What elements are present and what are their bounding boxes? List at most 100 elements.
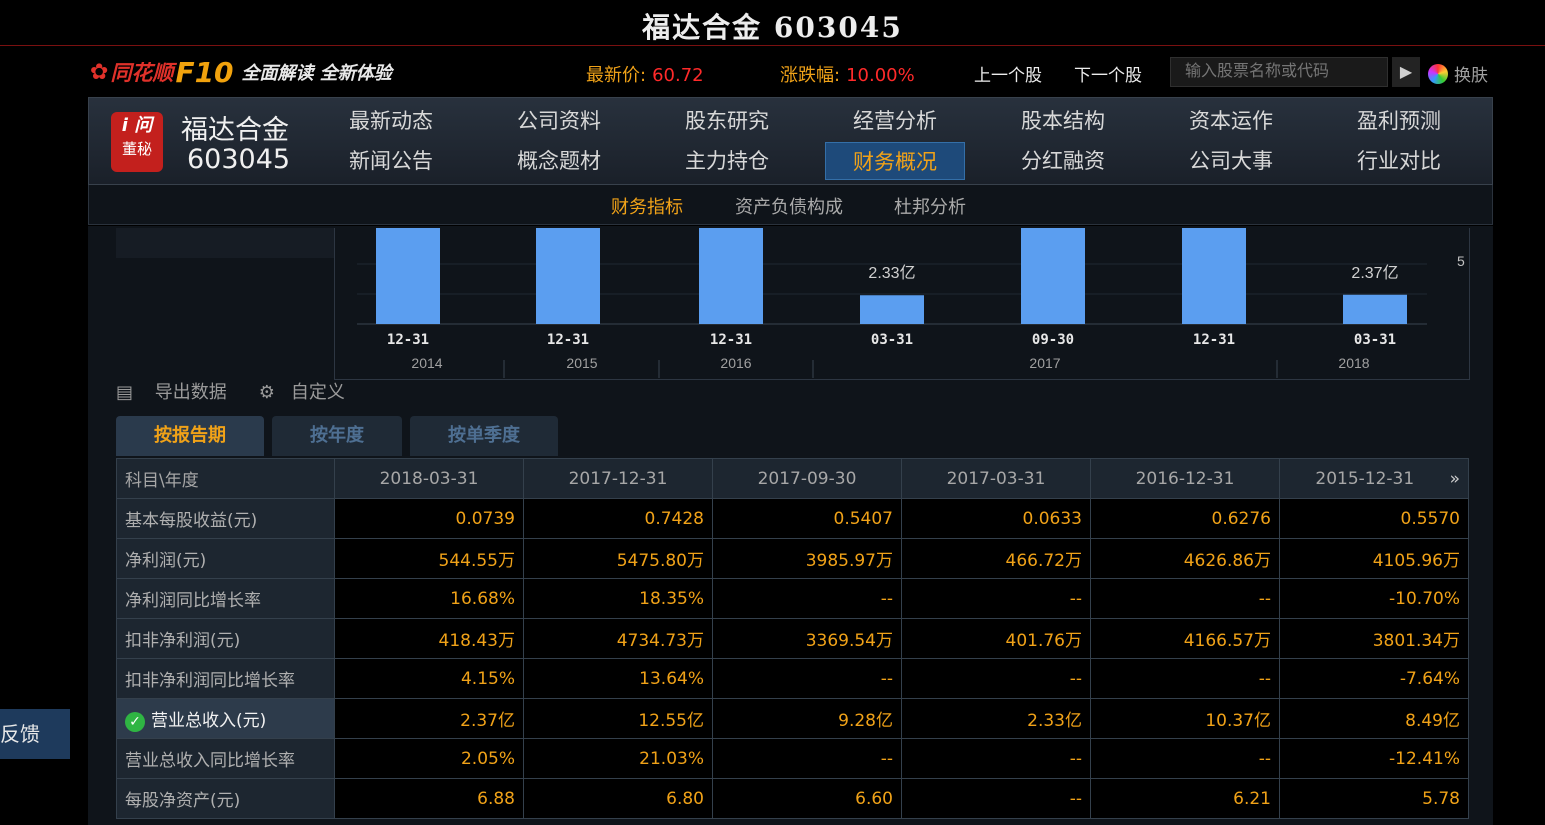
header-col[interactable]: 2018-03-31: [334, 458, 524, 499]
tab-by-report-period[interactable]: 按报告期: [116, 416, 264, 456]
skin-button[interactable]: 换肤: [1428, 61, 1488, 86]
prev-stock-link[interactable]: 上一个股: [974, 66, 1042, 86]
nav-dividend-financing[interactable]: 分红融资: [1021, 149, 1105, 173]
chart-bar: [860, 295, 924, 324]
row-label[interactable]: 净利润同比增长率: [116, 578, 335, 619]
price-value: 60.72: [652, 65, 704, 86]
row-label-text: 扣非净利润同比增长率: [125, 671, 295, 691]
logo-brand: 同花顺: [110, 61, 174, 85]
nav-financial-overview[interactable]: 财务概况: [825, 142, 965, 180]
table-cell: --: [901, 658, 1091, 699]
header-col[interactable]: 2017-09-30: [712, 458, 902, 499]
nav-company-info[interactable]: 公司资料: [517, 109, 601, 133]
badge-bottom: 董秘: [121, 140, 152, 158]
table-cell: --: [901, 578, 1091, 619]
table-cell: 6.60: [712, 778, 902, 819]
table-cell: 8.49亿: [1279, 698, 1469, 739]
nav-shareholder-research[interactable]: 股东研究: [685, 109, 769, 133]
subnav-dupont-analysis[interactable]: 杜邦分析: [894, 197, 966, 218]
table-cell: 10.37亿: [1090, 698, 1280, 739]
header-col[interactable]: 2017-03-31: [901, 458, 1091, 499]
chart-x-tick-date: 12-31: [710, 332, 752, 348]
tab-by-year[interactable]: 按年度: [272, 416, 402, 456]
change-label: 涨跌幅:: [780, 65, 841, 86]
table-cell: 9.28亿: [712, 698, 902, 739]
chart-x-tick-year: 2017: [1029, 355, 1060, 371]
tab-by-quarter[interactable]: 按单季度: [410, 416, 558, 456]
gear-icon: ⚙: [258, 382, 275, 403]
logo-slogan: 全面解读 全新体验: [241, 63, 392, 84]
nav-share-structure[interactable]: 股本结构: [1021, 109, 1105, 133]
table-cell: 0.7428: [523, 498, 713, 539]
row-label[interactable]: 净利润(元): [116, 538, 335, 579]
badge-top: i 问: [121, 115, 153, 136]
nav-capital-operations[interactable]: 资本运作: [1189, 109, 1273, 133]
chart-bar: [536, 219, 600, 324]
chart-x-tick-date: 03-31: [1354, 332, 1396, 348]
chart-x-tick-date: 12-31: [387, 332, 429, 348]
row-label-text: 每股净资产(元): [125, 791, 241, 811]
table-cell: --: [1090, 738, 1280, 779]
header-col[interactable]: 2017-12-31: [523, 458, 713, 499]
row-label[interactable]: 每股净资产(元): [116, 778, 335, 819]
nav-industry-comparison[interactable]: 行业对比: [1357, 149, 1441, 173]
table-cell: 6.88: [334, 778, 524, 819]
header-col-last[interactable]: 2015-12-31 »: [1279, 458, 1469, 499]
table-cell: -12.41%: [1279, 738, 1469, 779]
row-label[interactable]: 扣非净利润同比增长率: [116, 658, 335, 699]
ask-secretary-badge[interactable]: i 问 董秘: [111, 112, 163, 172]
more-columns-icon[interactable]: »: [1449, 468, 1460, 489]
nav-concept-themes[interactable]: 概念题材: [517, 149, 601, 173]
table-row[interactable]: 每股净资产(元) 6.88 6.80 6.60 -- 6.21 5.78: [116, 778, 1469, 819]
chart-bar: [699, 196, 763, 324]
feedback-button[interactable]: 反馈: [0, 709, 70, 759]
check-icon: ✓: [125, 711, 145, 732]
row-label[interactable]: 基本每股收益(元): [116, 498, 335, 539]
row-label[interactable]: 营业总收入同比增长率: [116, 738, 335, 779]
chart-svg: 12-31 12-31 12-31 2.33亿 03-31 09-30 12-31 2.37亿…: [357, 169, 1465, 378]
chart-bar: [1182, 169, 1246, 324]
export-data-button[interactable]: ▤ 导出数据: [116, 378, 243, 404]
table-row[interactable]: 净利润同比增长率 16.68% 18.35% -- -- -- -10.70%: [116, 578, 1469, 619]
table-cell: 2.33亿: [901, 698, 1091, 739]
table-row[interactable]: 扣非净利润(元) 418.43万 4734.73万 3369.54万 401.76万 41…: [116, 618, 1469, 659]
chart-x-tick-date: 09-30: [1032, 332, 1074, 348]
row-label-text: 净利润同比增长率: [125, 591, 261, 611]
header-col[interactable]: 2016-12-31: [1090, 458, 1280, 499]
subnav-financial-indicators[interactable]: 财务指标: [611, 197, 683, 218]
table-cell: 0.5407: [712, 498, 902, 539]
title-bar: 福达合金 603045: [0, 0, 1545, 46]
search-go-button[interactable]: ▶: [1392, 57, 1420, 87]
play-arrow-icon: ▶: [1399, 62, 1413, 81]
chart-x-tick-year: 2014: [411, 355, 442, 371]
stock-search-input[interactable]: [1170, 57, 1388, 87]
chart-bar: [1021, 209, 1085, 324]
subnav-balance-composition[interactable]: 资产负债构成: [735, 197, 843, 218]
table-cell: -10.70%: [1279, 578, 1469, 619]
nav-main-holdings[interactable]: 主力持仓: [685, 149, 769, 173]
nav-latest-news[interactable]: 最新动态: [349, 109, 433, 133]
table-row[interactable]: 基本每股收益(元) 0.0739 0.7428 0.5407 0.0633 0.6276 0…: [116, 498, 1469, 539]
export-icon: ▤: [116, 382, 139, 403]
nav-profit-forecast[interactable]: 盈利预测: [1357, 109, 1441, 133]
row-label[interactable]: 扣非净利润(元): [116, 618, 335, 659]
skin-label: 换肤: [1454, 66, 1488, 86]
customize-button[interactable]: ⚙ 自定义: [259, 378, 361, 404]
row-label-text: 净利润(元): [125, 551, 207, 571]
app-logo[interactable]: ✿ 同花顺 F10 全面解读 全新体验: [90, 56, 392, 89]
table-row[interactable]: 扣非净利润同比增长率 4.15% 13.64% -- -- -- -7.64%: [116, 658, 1469, 699]
table-row[interactable]: 净利润(元) 544.55万 5475.80万 3985.97万 466.72万 4626…: [116, 538, 1469, 579]
table-row[interactable]: ✓ 营业总收入(元) 2.37亿 12.55亿 9.28亿 2.33亿 10.37亿 8.49…: [116, 698, 1469, 739]
nav-news-announcements[interactable]: 新闻公告: [349, 149, 433, 173]
header-subject: 科目\年度: [116, 458, 335, 499]
table-cell: 3801.34万: [1279, 618, 1469, 659]
table-cell: --: [901, 778, 1091, 819]
table-cell: 2.05%: [334, 738, 524, 779]
table-row[interactable]: 营业总收入同比增长率 2.05% 21.03% -- -- -- -12.41%: [116, 738, 1469, 779]
next-stock-link[interactable]: 下一个股: [1074, 66, 1142, 86]
chart-right-tick: 5: [1457, 253, 1465, 269]
nav-company-events[interactable]: 公司大事: [1189, 149, 1273, 173]
nav-business-analysis[interactable]: 经营分析: [853, 109, 937, 133]
header-col-label: 2015-12-31: [1315, 468, 1415, 489]
row-label[interactable]: ✓ 营业总收入(元): [116, 698, 335, 739]
